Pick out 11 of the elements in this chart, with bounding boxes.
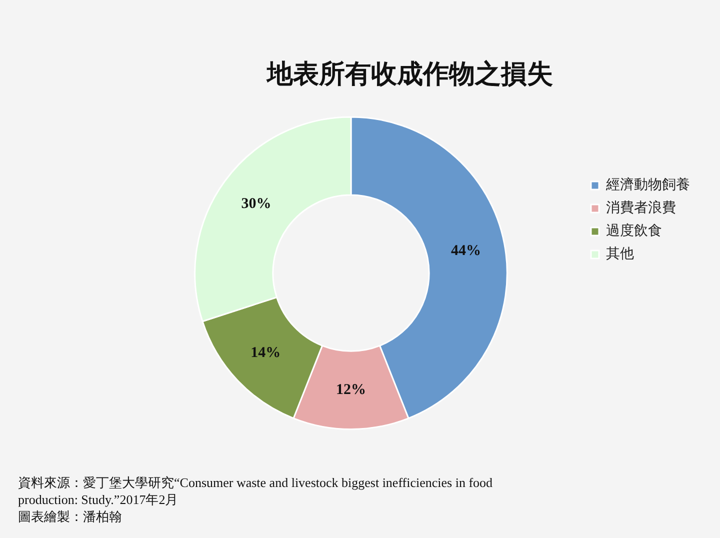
chart-title: 地表所有收成作物之損失: [266, 59, 553, 90]
legend-label: 消費者浪費: [606, 200, 676, 216]
source-note: 資料來源：愛丁堡大學研究“Consumer waste and livestock biggest inefficiencies in food production: Study.”2017年2月: [18, 474, 494, 508]
legend-label: 過度飲食: [606, 223, 662, 240]
legend-label: 經濟動物飼養: [605, 177, 690, 194]
text: 圖表繪製：潘柏翰: [18, 508, 123, 525]
data-label: 30%: [241, 196, 272, 212]
data-label: 14%: [250, 345, 281, 362]
data-label: 12%: [336, 382, 366, 398]
data-label: 44%: [451, 243, 482, 260]
legend-label: 其他: [606, 246, 634, 262]
